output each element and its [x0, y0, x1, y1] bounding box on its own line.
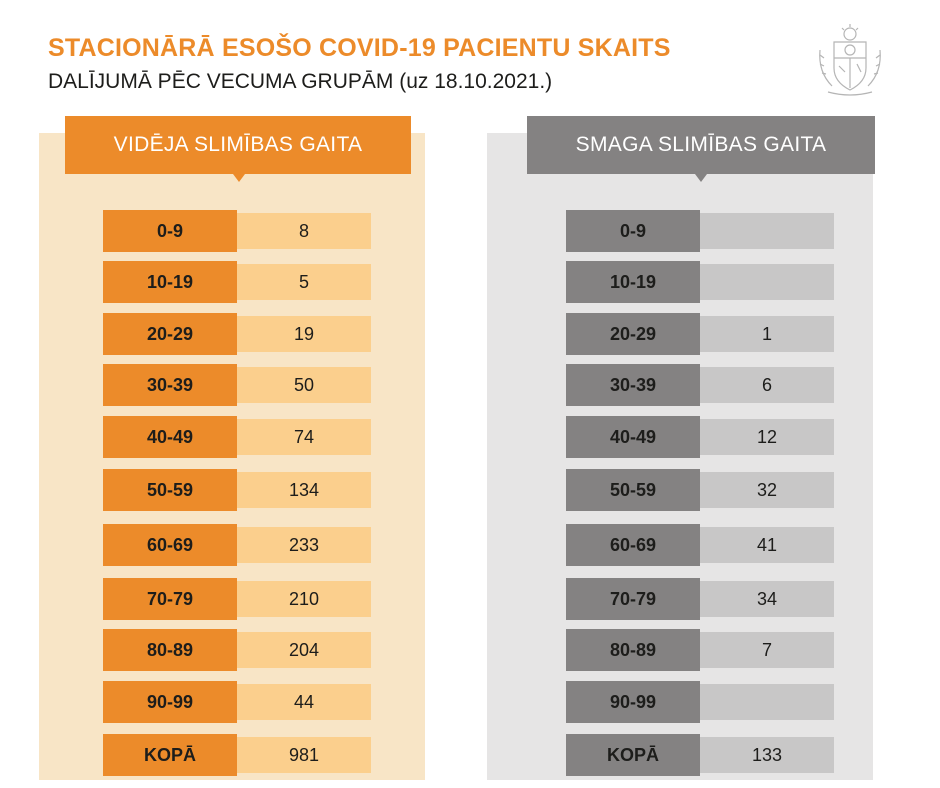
age-group-label: 60-69 [566, 524, 700, 566]
patient-count-value: 32 [700, 472, 834, 508]
total-label: KOPĀ [566, 734, 700, 776]
age-group-label: 90-99 [103, 681, 237, 723]
patient-count-value: 7 [700, 632, 834, 668]
age-group-label: 80-89 [566, 629, 700, 671]
patient-count-value [700, 213, 834, 249]
age-group-label: 40-49 [566, 416, 700, 458]
patient-count-value: 6 [700, 367, 834, 403]
total-value: 133 [700, 737, 834, 773]
age-group-label: 40-49 [103, 416, 237, 458]
age-group-label: 80-89 [103, 629, 237, 671]
header-pointer-icon [233, 174, 245, 182]
patient-count-value: 134 [237, 472, 371, 508]
age-group-label: 20-29 [103, 313, 237, 355]
age-group-label: 30-39 [566, 364, 700, 406]
header-pointer-icon [695, 174, 707, 182]
patient-count-value: 44 [237, 684, 371, 720]
age-group-label: 50-59 [566, 469, 700, 511]
page-subtitle: DALĪJUMĀ PĒC VECUMA GRUPĀM (uz 18.10.202… [48, 70, 553, 93]
page-title: STACIONĀRĀ ESOŠO COVID-19 PACIENTU SKAIT… [48, 34, 671, 62]
age-group-label: 10-19 [103, 261, 237, 303]
patient-count-value [700, 684, 834, 720]
age-group-label: 50-59 [103, 469, 237, 511]
total-label: KOPĀ [103, 734, 237, 776]
age-group-label: 10-19 [566, 261, 700, 303]
coat-of-arms-icon [819, 24, 881, 96]
patient-count-value: 1 [700, 316, 834, 352]
age-group-label: 90-99 [566, 681, 700, 723]
patient-count-value: 12 [700, 419, 834, 455]
age-group-label: 70-79 [103, 578, 237, 620]
moderate-course-header-label: VIDĒJA SLIMĪBAS GAITA [113, 133, 363, 156]
age-group-label: 60-69 [103, 524, 237, 566]
severe-course-header-label: SMAGA SLIMĪBAS GAITA [575, 133, 827, 156]
patient-count-value [700, 264, 834, 300]
patient-count-value: 210 [237, 581, 371, 617]
patient-count-value: 34 [700, 581, 834, 617]
age-group-label: 30-39 [103, 364, 237, 406]
patient-count-value: 204 [237, 632, 371, 668]
age-group-label: 0-9 [566, 210, 700, 252]
age-group-label: 20-29 [566, 313, 700, 355]
patient-count-value: 19 [237, 316, 371, 352]
patient-count-value: 5 [237, 264, 371, 300]
moderate-course-header: VIDĒJA SLIMĪBAS GAITA [65, 116, 411, 182]
total-value: 981 [237, 737, 371, 773]
age-group-label: 0-9 [103, 210, 237, 252]
moderate-course-panel: VIDĒJA SLIMĪBAS GAITA 0-9 8 10-19 5 20-29 19 3… [39, 116, 425, 780]
patient-count-value: 41 [700, 527, 834, 563]
patient-count-value: 233 [237, 527, 371, 563]
patient-count-value: 8 [237, 213, 371, 249]
patient-count-value: 50 [237, 367, 371, 403]
severe-course-header: SMAGA SLIMĪBAS GAITA [527, 116, 875, 182]
severe-course-panel: SMAGA SLIMĪBAS GAITA 0-9 10-19 20-29 1 30-39… [487, 116, 875, 780]
patient-count-value: 74 [237, 419, 371, 455]
age-group-label: 70-79 [566, 578, 700, 620]
